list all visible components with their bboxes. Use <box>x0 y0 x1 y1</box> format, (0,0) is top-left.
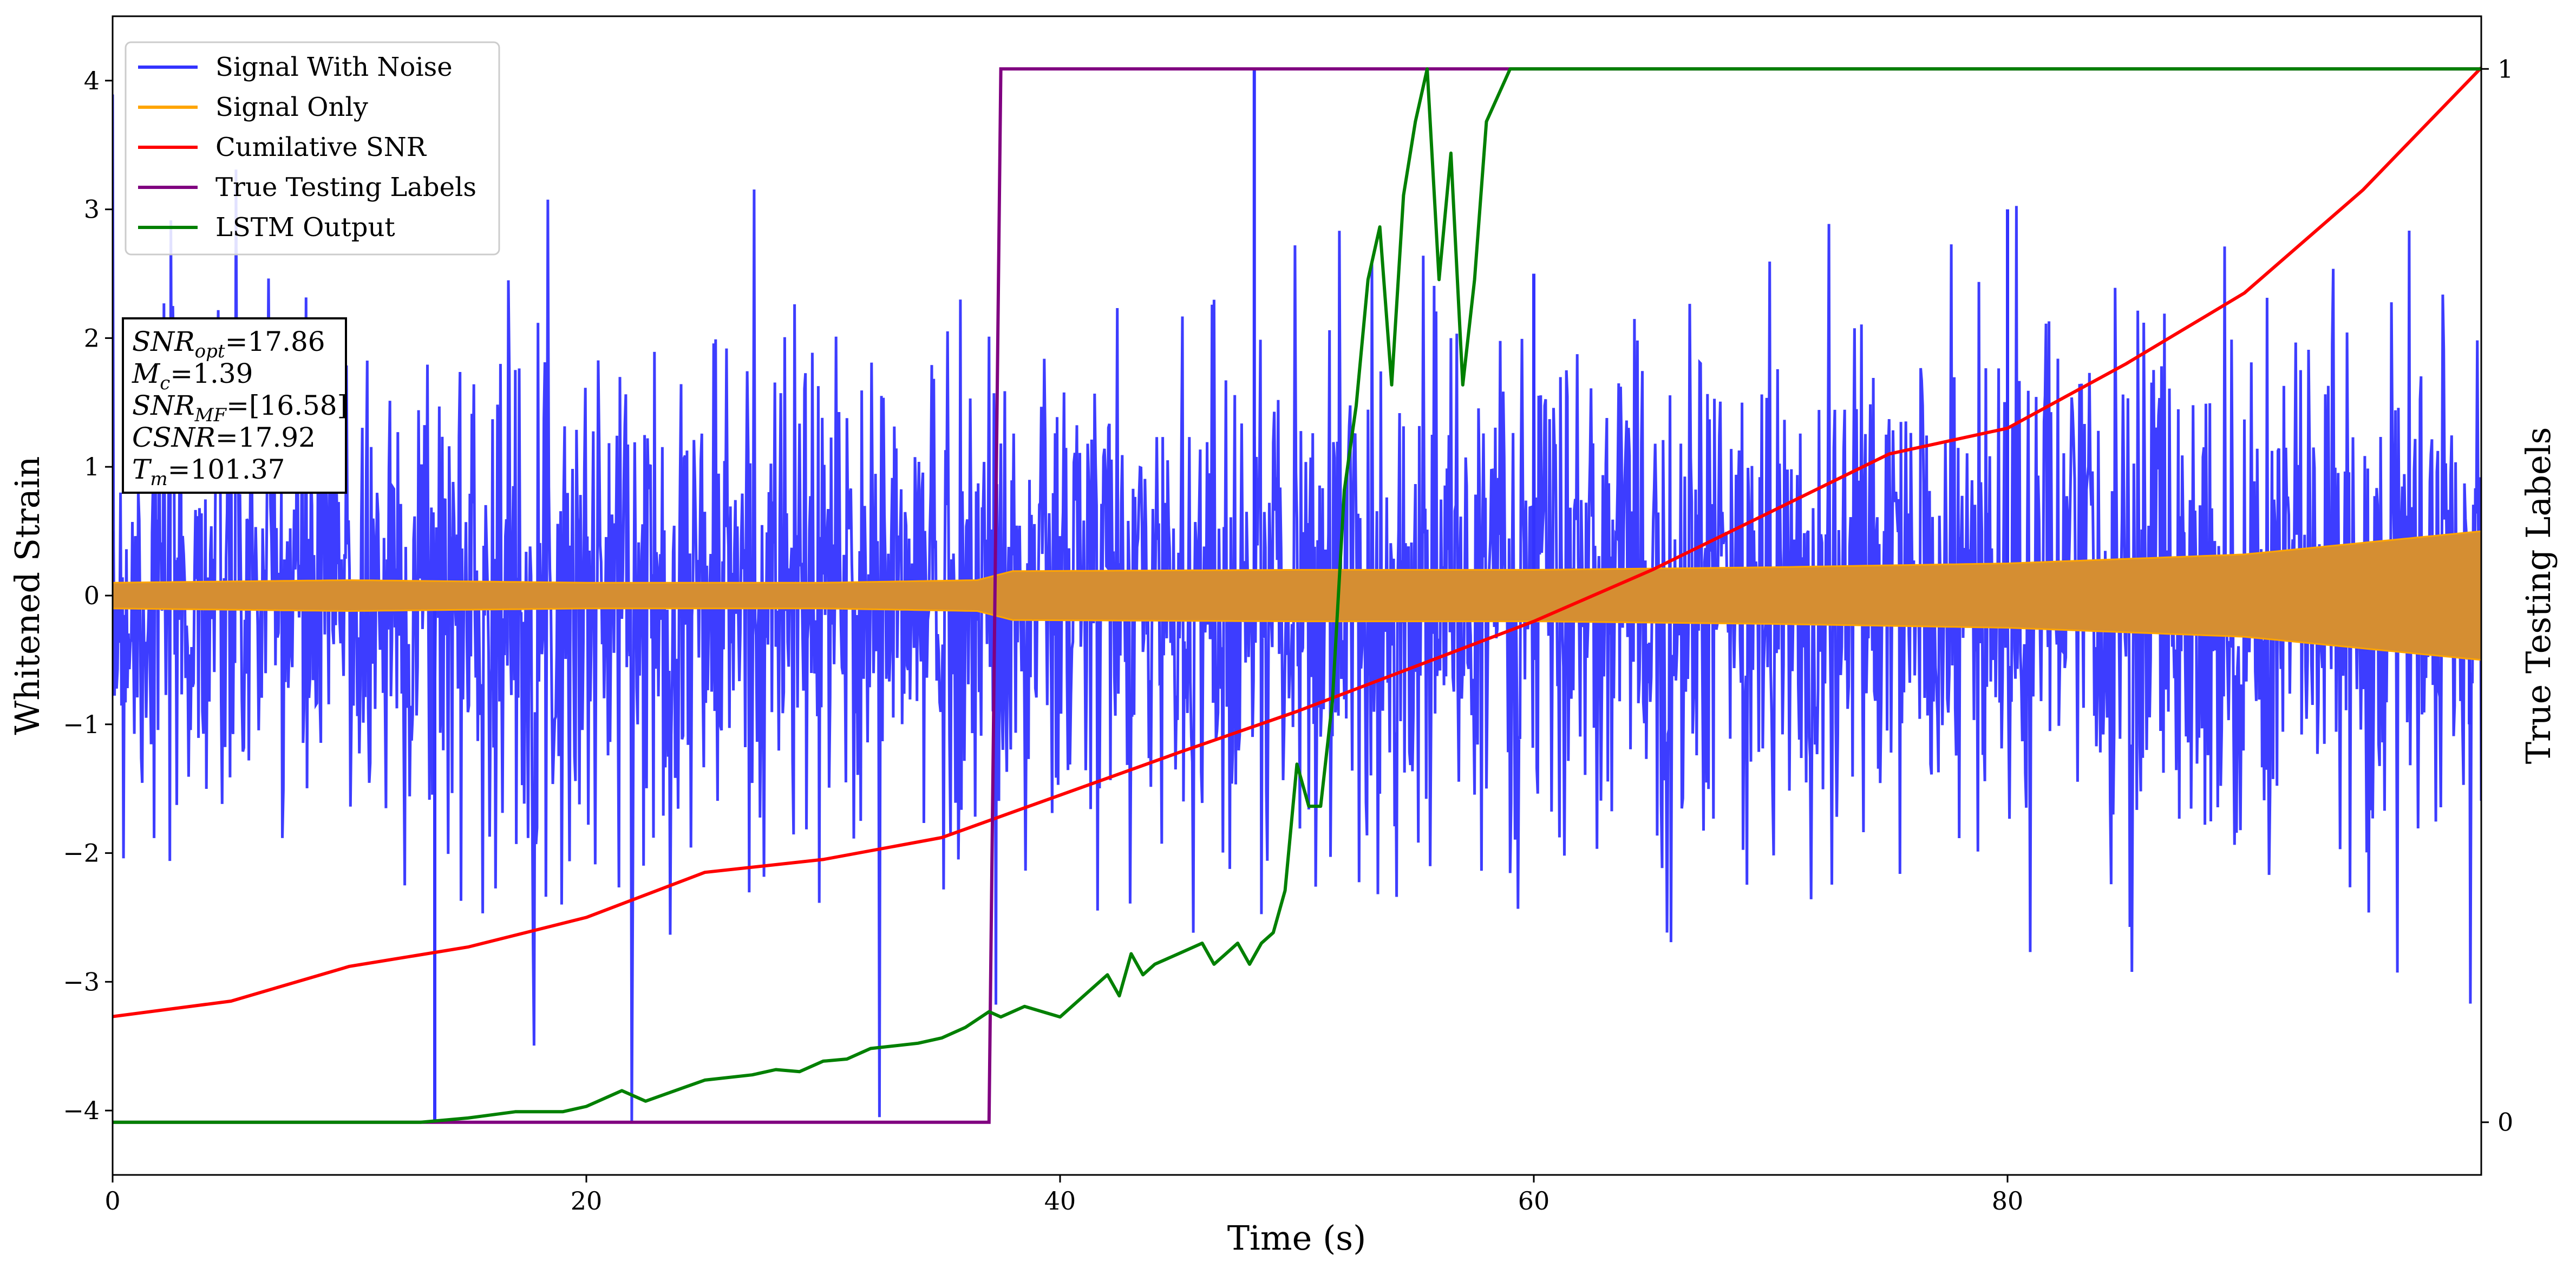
annotation-line: Mc=1.39 <box>132 358 253 394</box>
y-tick-label: −2 <box>63 839 100 868</box>
x-tick-label: 40 <box>1044 1186 1076 1216</box>
line-signal-with-noise <box>113 94 2481 1121</box>
legend-label-cumilative-snr: Cumilative SNR <box>215 132 427 162</box>
y-tick-label: 2 <box>84 323 100 352</box>
line-cumulative-snr <box>113 67 2481 1018</box>
x-tick-label: 80 <box>1992 1186 2024 1216</box>
legend: Signal With Noise Signal Only Cumilative S… <box>125 41 500 256</box>
y-tick-label: −4 <box>63 1096 100 1125</box>
y-tick-label: 1 <box>84 452 100 481</box>
y2-axis: 01 <box>2481 54 2513 1137</box>
annotation-line: SNRMF=[16.58] <box>132 390 348 426</box>
annotation-line: Tm=101.37 <box>132 454 285 490</box>
y-tick-label: 0 <box>84 581 100 610</box>
series-signal-with-noise <box>113 68 2481 1121</box>
line-lstm-output <box>113 67 2481 1124</box>
x-tick-label: 0 <box>104 1186 120 1216</box>
y2-tick-label: 0 <box>2497 1108 2513 1137</box>
legend-label-signal-with-noise: Signal With Noise <box>215 52 453 82</box>
y-tick-label: −3 <box>63 967 100 996</box>
legend-box <box>125 41 500 256</box>
annotation-line: SNRopt=17.86 <box>132 326 325 362</box>
y-tick-label: −1 <box>63 710 100 739</box>
y-tick-label: 4 <box>84 66 100 95</box>
legend-label-lstm-output: LSTM Output <box>215 212 395 243</box>
y-tick-label: 3 <box>84 195 100 224</box>
x-axis: 0 20 40 60 80 <box>104 1175 2023 1216</box>
x-axis-title: Time (s) <box>1227 1218 1367 1258</box>
plot-area <box>113 67 2481 1124</box>
legend-label-signal-only: Signal Only <box>215 92 368 122</box>
x-tick-label: 20 <box>571 1186 603 1216</box>
envelope-signal-only <box>113 530 2481 661</box>
annotation-box: SNRopt=17.86Mc=1.39SNRMF=[16.58]CSNR=17.… <box>122 317 348 494</box>
series-signal-only <box>113 530 2481 661</box>
legend-label-true-testing-labels: True Testing Labels <box>215 172 476 202</box>
series-lstm-output <box>113 67 2481 1124</box>
y-axis: −4 −3 −2 −1 0 1 2 3 4 <box>63 66 113 1125</box>
x-tick-label: 60 <box>1518 1186 1550 1216</box>
y-axis-title: Whitened Strain <box>8 456 47 735</box>
annotation-line: CSNR=17.92 <box>132 422 316 453</box>
series-cumulative-snr <box>113 67 2481 1018</box>
annotation-frame <box>122 317 347 494</box>
y2-tick-label: 1 <box>2497 54 2513 83</box>
y2-axis-title: True Testing Labels <box>2519 427 2558 765</box>
